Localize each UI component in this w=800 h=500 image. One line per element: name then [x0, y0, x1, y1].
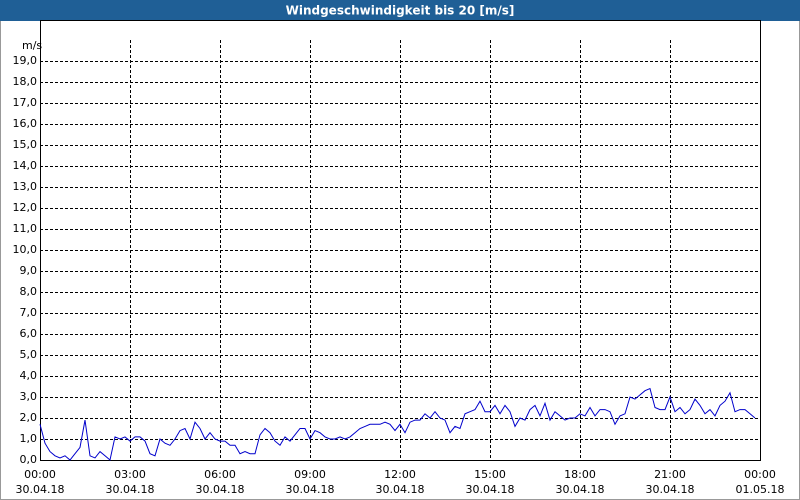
- y-tick-label: 3,0: [20, 390, 38, 403]
- y-tick-label: 19,0: [13, 54, 38, 67]
- y-tick-label: 14,0: [13, 159, 38, 172]
- x-tick-label: 09:00: [294, 468, 326, 481]
- y-tick-label: 16,0: [13, 117, 38, 130]
- y-tick-label: 2,0: [20, 411, 38, 424]
- x-tick-date: 30.04.18: [286, 483, 335, 496]
- y-tick-label: 8,0: [20, 285, 38, 298]
- x-tick-date: 30.04.18: [466, 483, 515, 496]
- x-tick-label: 03:00: [114, 468, 146, 481]
- x-tick-label: 21:00: [654, 468, 686, 481]
- x-tick-date: 30.04.18: [646, 483, 695, 496]
- x-tick-date: 30.04.18: [196, 483, 245, 496]
- y-tick-label: 11,0: [13, 222, 38, 235]
- line-series: [39, 387, 756, 461]
- chart-title: Windgeschwindigkeit bis 20 [m/s]: [286, 4, 515, 18]
- x-tick-label: 00:00: [744, 468, 776, 481]
- y-tick-label: 15,0: [13, 138, 38, 151]
- y-tick-label: 9,0: [20, 264, 38, 277]
- y-axis-label: m/s: [22, 39, 42, 52]
- y-tick-label: 12,0: [13, 201, 38, 214]
- x-tick-label: 00:00: [24, 468, 56, 481]
- y-tick-label: 13,0: [13, 180, 38, 193]
- plot-border: [40, 20, 761, 461]
- x-tick-date: 30.04.18: [16, 483, 65, 496]
- title-bar: [0, 0, 800, 21]
- x-tick-date: 01.05.18: [736, 483, 785, 496]
- y-tick-label: 5,0: [20, 348, 38, 361]
- y-tick-label: 4,0: [20, 369, 38, 382]
- y-tick-label: 0,0: [20, 453, 38, 466]
- x-tick-label: 12:00: [384, 468, 416, 481]
- x-tick-date: 30.04.18: [106, 483, 155, 496]
- x-tick-date: 30.04.18: [556, 483, 605, 496]
- y-tick-label: 1,0: [20, 432, 38, 445]
- y-tick-label: 17,0: [13, 96, 38, 109]
- x-tick-label: 18:00: [564, 468, 596, 481]
- y-tick-label: 6,0: [20, 327, 38, 340]
- x-tick-label: 06:00: [204, 468, 236, 481]
- y-tick-label: 18,0: [13, 75, 38, 88]
- x-tick-date: 30.04.18: [376, 483, 425, 496]
- x-tick-label: 15:00: [474, 468, 506, 481]
- y-tick-label: 10,0: [13, 243, 38, 256]
- y-tick-label: 7,0: [20, 306, 38, 319]
